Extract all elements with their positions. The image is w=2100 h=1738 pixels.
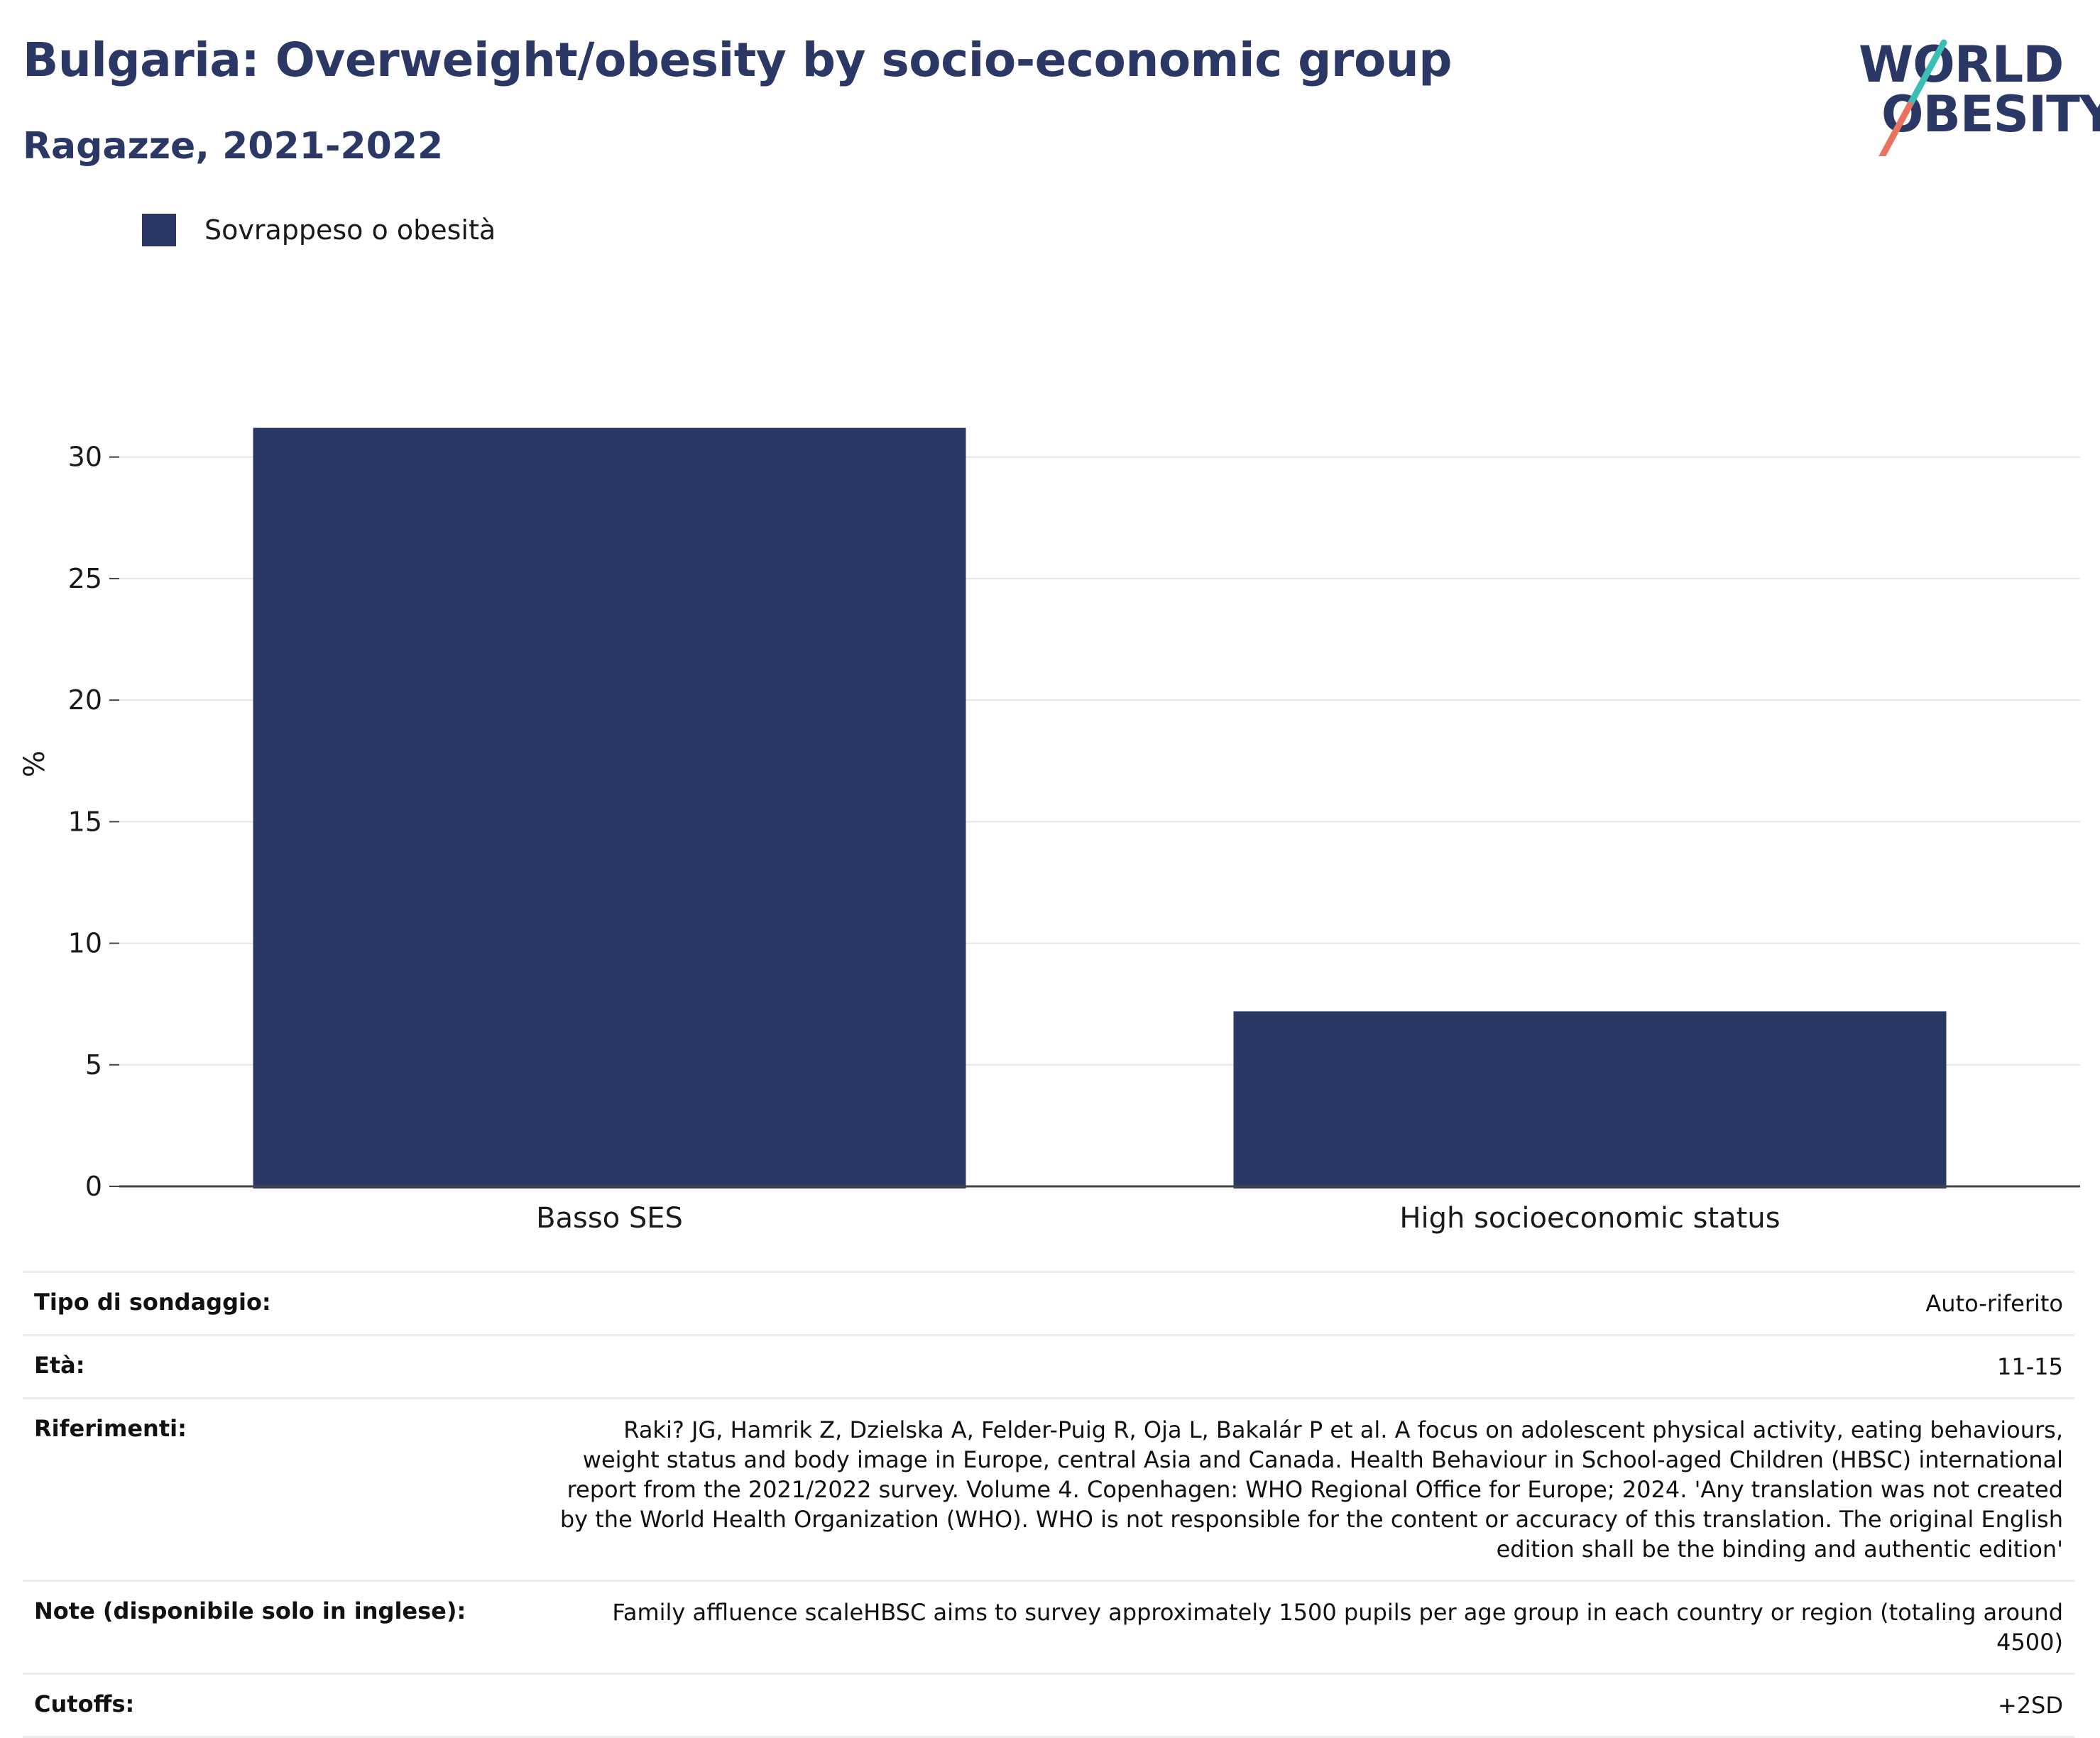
- info-key: Riferimenti:: [34, 1415, 187, 1442]
- y-tick-label: 10: [68, 928, 102, 959]
- info-row-references: Riferimenti: Raki? JG, Hamrik Z, Dzielsk…: [23, 1397, 2074, 1580]
- bar: [253, 427, 966, 1188]
- legend-label: Sovrappeso o obesità: [204, 214, 496, 246]
- info-table: Tipo di sondaggio: Auto-riferito Età: 11…: [23, 1271, 2074, 1738]
- y-tick-label: 30: [68, 442, 102, 473]
- legend-swatch: [142, 214, 176, 246]
- logo-slash-icon: [1878, 39, 1947, 156]
- chart-legend: Sovrappeso o obesità: [142, 213, 496, 247]
- y-tick-label: 0: [85, 1171, 102, 1202]
- info-key: Età:: [34, 1352, 85, 1379]
- x-tick-label: High socioeconomic status: [1399, 1202, 1780, 1235]
- chart-subtitle: Ragazze, 2021-2022: [23, 125, 444, 168]
- info-key: Tipo di sondaggio:: [34, 1289, 271, 1316]
- chart-title: Bulgaria: Overweight/obesity by socio-ec…: [23, 33, 1453, 87]
- y-tick-label: 15: [68, 806, 102, 837]
- info-row-cutoffs: Cutoffs: +2SD: [23, 1673, 2074, 1738]
- info-value: Auto-riferito: [1925, 1290, 2063, 1317]
- y-axis-label: %: [18, 750, 51, 777]
- info-row-survey-type: Tipo di sondaggio: Auto-riferito: [23, 1271, 2074, 1334]
- world-obesity-logo: WORLD OBESITY: [1846, 21, 2100, 156]
- logo-text-world: WORLD: [1859, 35, 2064, 94]
- info-value: 11-15: [1997, 1353, 2063, 1380]
- y-tick-label: 20: [68, 684, 102, 716]
- info-value: +2SD: [1997, 1692, 2063, 1719]
- bar: [1233, 1011, 1947, 1188]
- info-value: Raki? JG, Hamrik Z, Dzielska A, Felder-P…: [559, 1416, 2063, 1563]
- info-key: Note (disponibile solo in inglese):: [34, 1597, 466, 1624]
- x-tick-label: Basso SES: [536, 1202, 683, 1235]
- info-row-age: Età: 11-15: [23, 1334, 2074, 1397]
- info-key: Cutoffs:: [34, 1690, 135, 1717]
- info-row-notes: Note (disponibile solo in inglese): Fami…: [23, 1580, 2074, 1673]
- y-tick-label: 25: [68, 563, 102, 594]
- info-value: Family affluence scaleHBSC aims to surve…: [612, 1599, 2063, 1656]
- bar-chart: 0 5 10 15 20 25 30 Basso SES High socioeconomic …: [18, 427, 2080, 1235]
- y-tick-label: 5: [85, 1049, 102, 1081]
